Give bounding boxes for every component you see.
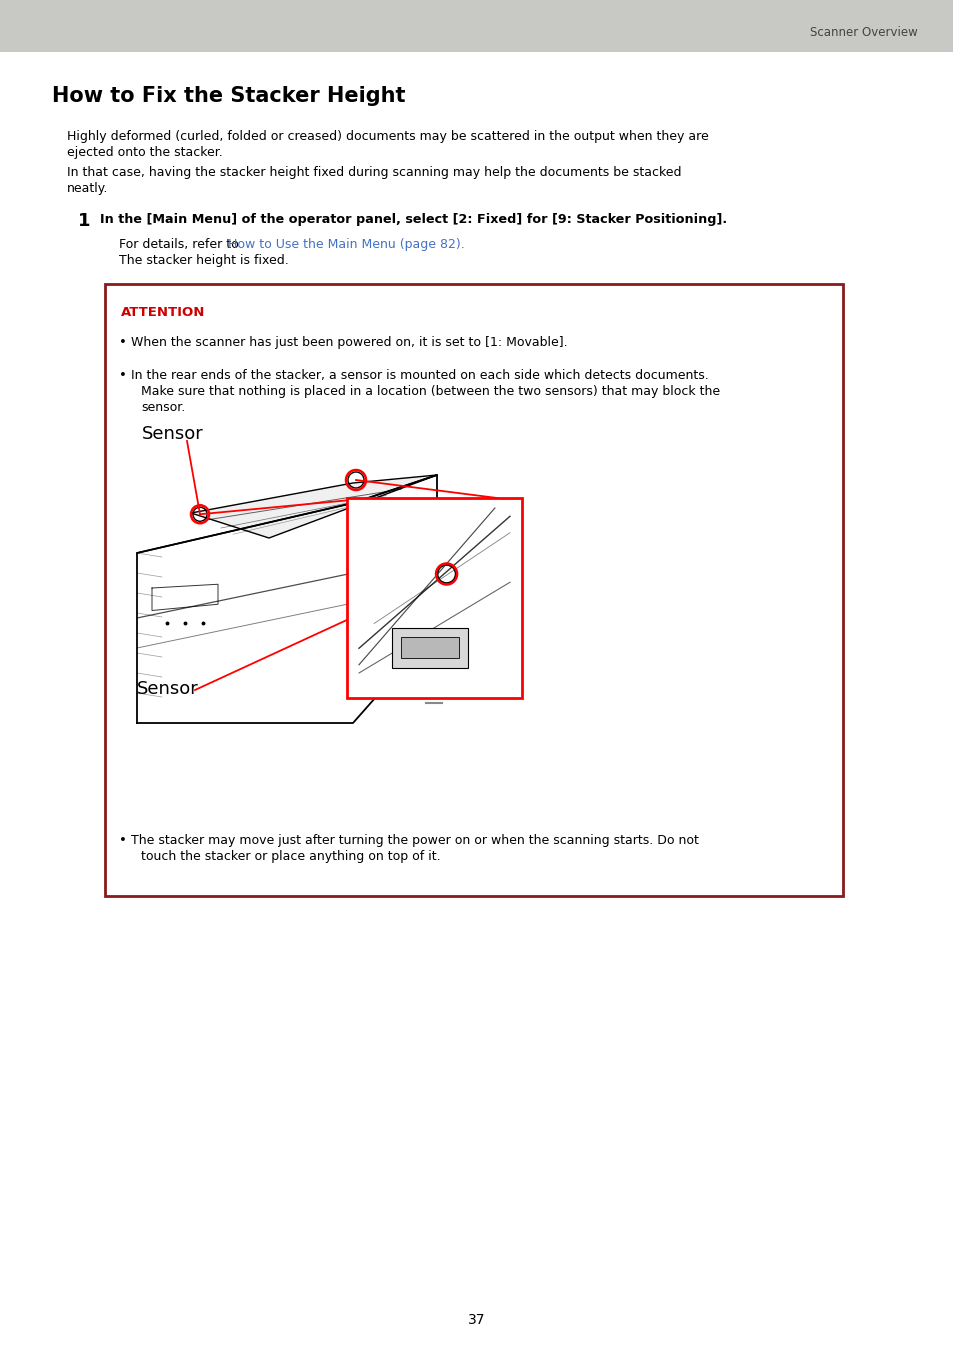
Text: The stacker may move just after turning the power on or when the scanning starts: The stacker may move just after turning … bbox=[131, 834, 699, 846]
Text: Scanner Overview: Scanner Overview bbox=[809, 26, 917, 39]
Text: •: • bbox=[119, 369, 127, 382]
Text: In that case, having the stacker height fixed during scanning may help the docum: In that case, having the stacker height … bbox=[67, 166, 680, 180]
Text: For details, refer to: For details, refer to bbox=[119, 238, 242, 251]
Polygon shape bbox=[191, 475, 436, 539]
Text: ATTENTION: ATTENTION bbox=[121, 306, 205, 319]
Text: When the scanner has just been powered on, it is set to [1: Movable].: When the scanner has just been powered o… bbox=[131, 336, 567, 350]
Text: Sensor: Sensor bbox=[142, 425, 204, 443]
Text: 1: 1 bbox=[78, 212, 91, 230]
FancyBboxPatch shape bbox=[0, 0, 953, 53]
Text: In the rear ends of the stacker, a sensor is mounted on each side which detects : In the rear ends of the stacker, a senso… bbox=[131, 369, 708, 382]
Text: touch the stacker or place anything on top of it.: touch the stacker or place anything on t… bbox=[141, 850, 440, 863]
Text: •: • bbox=[119, 834, 127, 846]
FancyBboxPatch shape bbox=[401, 637, 458, 659]
Text: Make sure that nothing is placed in a location (between the two sensors) that ma: Make sure that nothing is placed in a lo… bbox=[141, 385, 720, 398]
Text: neatly.: neatly. bbox=[67, 182, 109, 194]
Text: Sensor: Sensor bbox=[137, 680, 198, 698]
FancyBboxPatch shape bbox=[105, 284, 842, 896]
Text: •: • bbox=[119, 336, 127, 350]
Text: ejected onto the stacker.: ejected onto the stacker. bbox=[67, 146, 222, 159]
Text: In the [Main Menu] of the operator panel, select [2: Fixed] for [9: Stacker Posi: In the [Main Menu] of the operator panel… bbox=[100, 213, 726, 225]
FancyBboxPatch shape bbox=[392, 629, 467, 668]
Text: How to Use the Main Menu (page 82).: How to Use the Main Menu (page 82). bbox=[228, 238, 464, 251]
Text: Highly deformed (curled, folded or creased) documents may be scattered in the ou: Highly deformed (curled, folded or creas… bbox=[67, 130, 708, 143]
Text: sensor.: sensor. bbox=[141, 401, 185, 414]
Text: The stacker height is fixed.: The stacker height is fixed. bbox=[119, 254, 289, 267]
FancyBboxPatch shape bbox=[347, 498, 521, 698]
Text: 37: 37 bbox=[468, 1314, 485, 1327]
Text: How to Fix the Stacker Height: How to Fix the Stacker Height bbox=[52, 86, 405, 107]
